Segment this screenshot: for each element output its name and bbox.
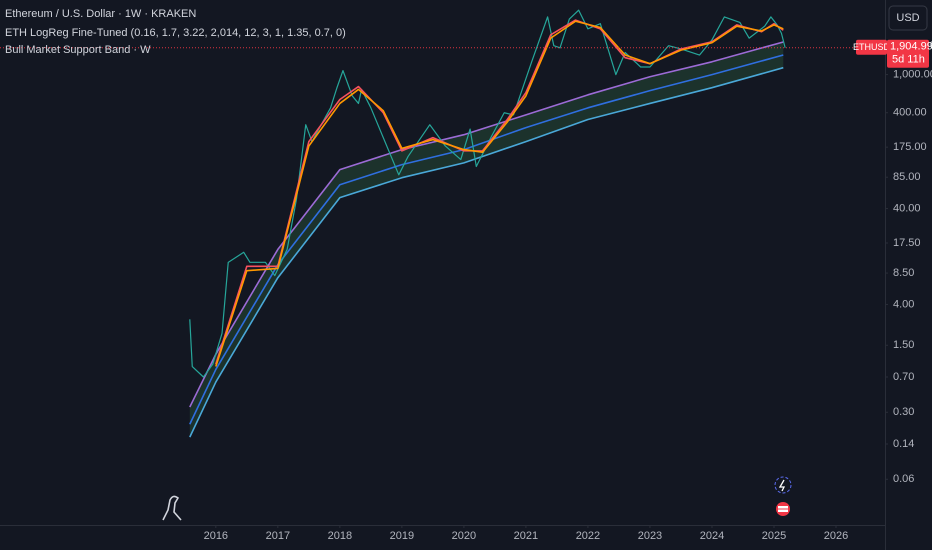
x-tick-label: 2024 <box>700 530 724 542</box>
symbol-label-box <box>856 39 887 55</box>
y-tick-label: 40.00 <box>893 202 921 214</box>
series-line <box>215 20 784 367</box>
y-tick-label: 1.50 <box>893 339 914 351</box>
x-tick-label: 2021 <box>514 530 538 542</box>
y-tick-label: 8.50 <box>893 267 914 279</box>
symbol-label: ETHUSD <box>853 42 891 52</box>
band-fill <box>189 41 784 438</box>
series-line <box>189 66 784 438</box>
x-tick-label: 2020 <box>452 530 476 542</box>
x-tick-label: 2018 <box>328 530 352 542</box>
event-icon <box>774 476 792 494</box>
logo <box>162 495 182 521</box>
logo-shape <box>162 495 182 521</box>
series-line <box>189 41 784 408</box>
y-tick-label: 0.70 <box>893 371 914 383</box>
price-label: 1,904.99 <box>890 41 932 53</box>
x-tick-label: 2019 <box>390 530 414 542</box>
y-tick-label: 0.30 <box>893 406 914 418</box>
price-label-box <box>887 39 929 68</box>
y-tick-label: 0.06 <box>893 473 914 485</box>
x-tick-label: 2016 <box>204 530 228 542</box>
y-tick-label: 175.00 <box>893 141 927 153</box>
countdown-label: 5d 11h <box>892 54 925 66</box>
x-tick-label: 2026 <box>824 530 848 542</box>
x-tick-label: 2025 <box>762 530 786 542</box>
button-label[interactable]: USD <box>896 12 919 24</box>
y-tick-label: 1,000.00 <box>893 68 932 80</box>
x-tick-label: 2017 <box>266 530 290 542</box>
event-icons <box>774 476 792 516</box>
x-tick-label: 2023 <box>638 530 662 542</box>
indicator-label: ETH LogReg Fine-Tuned (0.16, 1.7, 3.22, … <box>5 27 346 39</box>
y-tick-label: 0.14 <box>893 438 914 450</box>
series-line <box>189 9 786 378</box>
y-tick-label: 17.50 <box>893 237 921 249</box>
y-tick-label: 400.00 <box>893 107 927 119</box>
x-tick-label: 2022 <box>576 530 600 542</box>
plot-area <box>0 9 885 438</box>
currency-button[interactable]: USD <box>888 5 928 31</box>
series-line <box>215 19 784 365</box>
event-icon <box>778 479 786 492</box>
button-frame[interactable] <box>888 5 928 31</box>
indicator-label: Bull Market Support Band · W <box>5 44 151 56</box>
chart-title: Ethereum / U.S. Dollar · 1W · KRAKEN <box>5 8 196 20</box>
y-tick-label: 4.00 <box>893 298 914 310</box>
y-tick-label: 85.00 <box>893 171 921 183</box>
